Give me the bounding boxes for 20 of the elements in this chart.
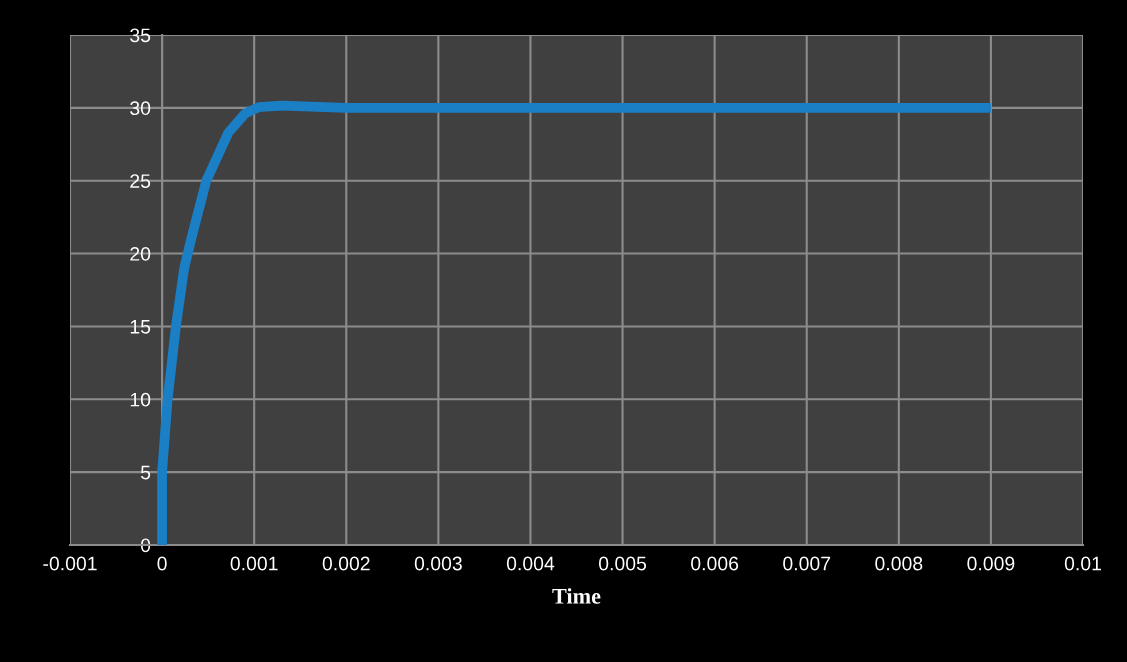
y-tick-label: 25 — [130, 174, 151, 188]
x-tick-label: 0.005 — [598, 556, 647, 571]
x-tick-label: 0.007 — [783, 556, 831, 571]
x-tick-label: 0.01 — [1064, 556, 1101, 571]
x-tick-label: 0.002 — [322, 556, 370, 571]
x-tick-label: 0.001 — [230, 556, 278, 571]
y-tick-label: 35 — [130, 28, 151, 43]
x-tick-label: 0.008 — [875, 556, 923, 571]
x-tick-label: 0.006 — [691, 556, 739, 571]
x-tick-label: 0.004 — [506, 556, 555, 571]
x-tick-label: 0.009 — [967, 556, 1015, 571]
y-tick-label: 5 — [140, 465, 151, 480]
y-tick-label: 20 — [130, 247, 151, 261]
x-tick-label: 0.003 — [414, 556, 462, 571]
y-tick-label: 15 — [130, 320, 151, 334]
x-tick-label: -0.001 — [43, 556, 97, 571]
x-tick-label: 0 — [157, 556, 167, 571]
y-tick-label: 10 — [130, 392, 151, 407]
x-axis-title: Time — [552, 588, 601, 604]
y-tick-label: 30 — [130, 101, 151, 116]
